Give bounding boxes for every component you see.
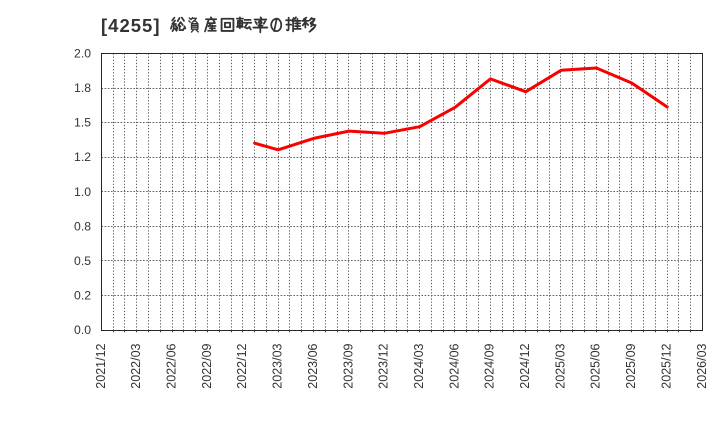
svg-text:2022/09: 2022/09 <box>200 343 214 388</box>
svg-text:2025/03: 2025/03 <box>553 343 567 388</box>
svg-text:2023/09: 2023/09 <box>341 343 355 388</box>
svg-text:2023/12: 2023/12 <box>377 343 391 388</box>
svg-text:2026/03: 2026/03 <box>695 343 709 388</box>
svg-text:0.5: 0.5 <box>74 254 91 268</box>
svg-text:2022/03: 2022/03 <box>129 343 143 388</box>
svg-text:0.8: 0.8 <box>74 219 91 233</box>
svg-text:2024/06: 2024/06 <box>447 343 461 388</box>
svg-text:2024/12: 2024/12 <box>518 343 532 388</box>
svg-text:1.5: 1.5 <box>74 116 91 130</box>
svg-text:1.2: 1.2 <box>74 150 91 164</box>
svg-text:1.0: 1.0 <box>74 185 91 199</box>
svg-text:2025/06: 2025/06 <box>589 343 603 388</box>
svg-text:0.2: 0.2 <box>74 288 91 302</box>
svg-text:2021/12: 2021/12 <box>94 343 108 388</box>
svg-text:2024/03: 2024/03 <box>412 343 426 388</box>
svg-text:2023/06: 2023/06 <box>306 343 320 388</box>
svg-text:0.0: 0.0 <box>74 323 91 337</box>
svg-text:2.0: 2.0 <box>74 47 91 61</box>
svg-text:2023/03: 2023/03 <box>271 343 285 388</box>
svg-text:2025/12: 2025/12 <box>659 343 673 388</box>
svg-text:2025/09: 2025/09 <box>624 343 638 388</box>
svg-text:1.8: 1.8 <box>74 81 91 95</box>
svg-text:2022/06: 2022/06 <box>165 343 179 388</box>
svg-text:2022/12: 2022/12 <box>235 343 249 388</box>
svg-text:[4255]: [4255] <box>101 15 160 36</box>
svg-text:2024/09: 2024/09 <box>483 343 497 388</box>
